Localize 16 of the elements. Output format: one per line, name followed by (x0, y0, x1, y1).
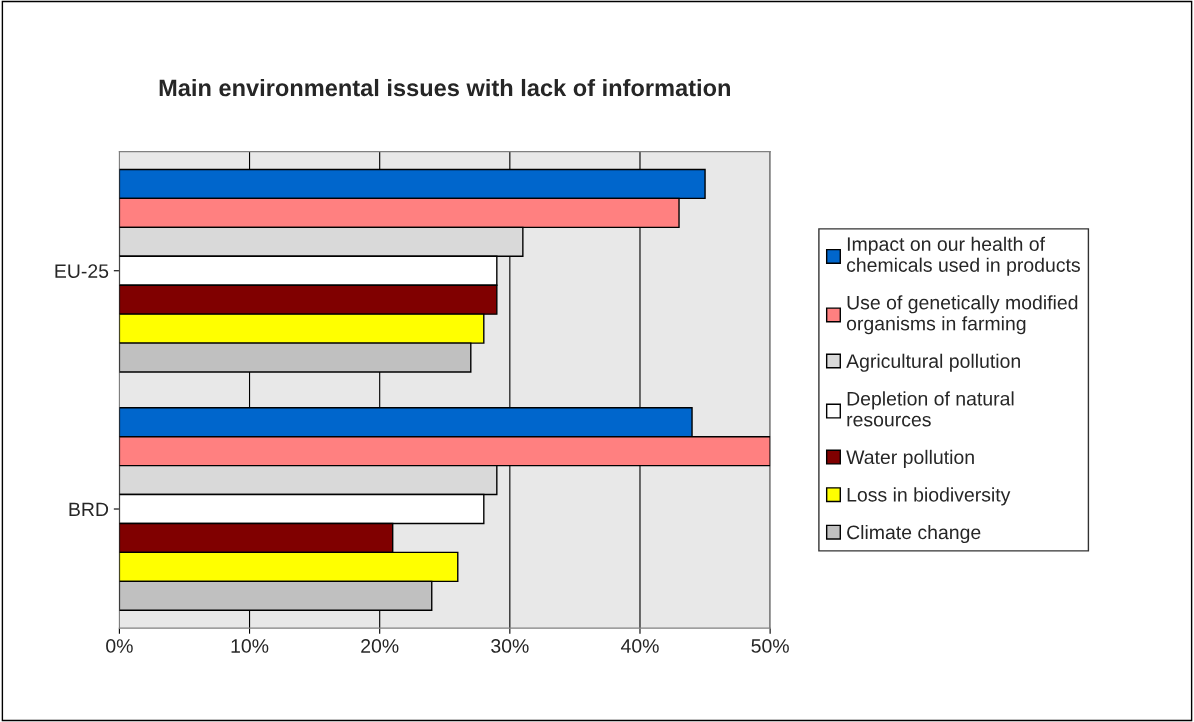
x-tick-label: 0% (106, 639, 133, 653)
y-tick-label: EU-25 (55, 264, 109, 278)
legend-label: Use of genetically modified organisms in farming (846, 295, 1078, 335)
y-tick-label: BRD (69, 502, 109, 517)
legend-label: Depletion of natural resources (847, 391, 1014, 427)
x-tick-label: 20% (361, 639, 399, 653)
legend-label: Loss in biodiversity (847, 487, 1011, 506)
legend-label: Agricultural pollution (846, 353, 1020, 372)
legend-label: Impact on our health of chemicals used in products (846, 236, 1080, 276)
x-tick-label: 30% (491, 639, 529, 653)
x-tick-label: 50% (751, 639, 789, 653)
chart-title: Main environmental issues with lack of information (159, 78, 730, 97)
legend-label: Climate change (847, 524, 981, 544)
x-tick-label: 40% (620, 639, 659, 653)
legend-label: Water pollution (846, 449, 974, 468)
x-tick-label: 10% (231, 639, 269, 653)
